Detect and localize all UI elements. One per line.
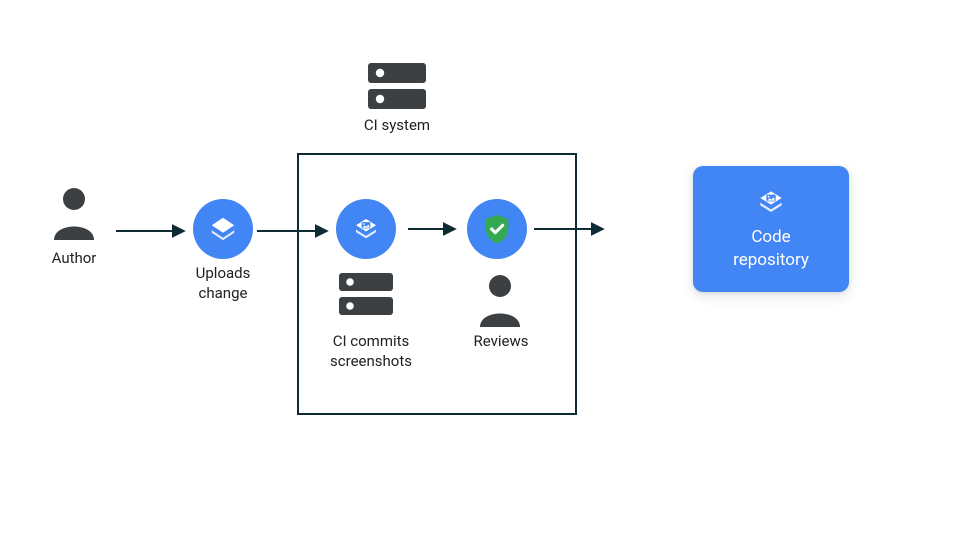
ci-system-icon [368,63,426,109]
ci-servers-small-icon [339,273,393,315]
uploads-label: Uploads change [163,264,283,303]
reviews-node [467,199,527,259]
reviewer-icon [480,275,520,327]
uploads-node [193,199,253,259]
author-icon [54,188,94,240]
reviews-label: Reviews [461,332,541,352]
uploads-label-text: Uploads change [196,264,251,302]
author-label: Author [44,249,104,269]
ci-commits-node [336,199,396,259]
code-repository-card: Code repository [693,166,849,292]
ci-commits-label: CI commits screenshots [311,332,431,371]
repository-label: Code repository [733,226,809,272]
ci-system-label: CI system [337,116,457,136]
ci-commits-label-text: CI commits screenshots [330,332,412,370]
repository-icon [755,186,787,218]
